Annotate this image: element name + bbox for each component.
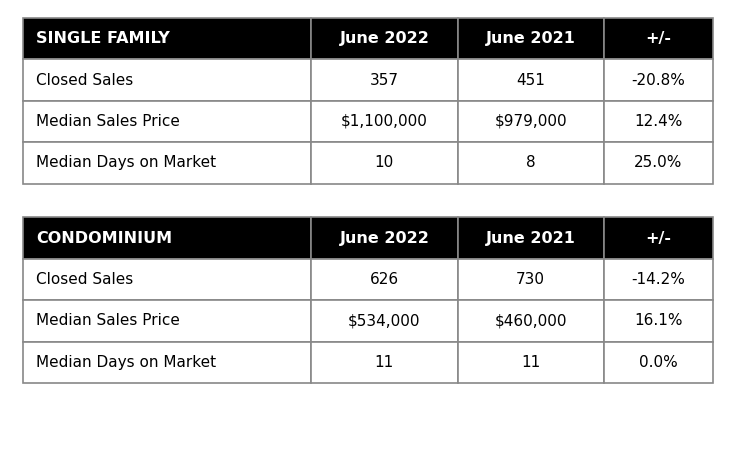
Text: SINGLE FAMILY: SINGLE FAMILY (36, 31, 170, 46)
Bar (311, 300, 458, 342)
Text: Median Sales Price: Median Sales Price (36, 114, 180, 129)
Text: 0.0%: 0.0% (639, 355, 677, 370)
Bar (22, 59, 311, 101)
Bar (311, 59, 458, 101)
Text: Closed Sales: Closed Sales (36, 272, 134, 287)
Text: 11: 11 (375, 355, 394, 370)
Bar (22, 18, 311, 59)
Bar (22, 300, 311, 342)
Bar (311, 342, 458, 383)
Text: 357: 357 (370, 72, 399, 88)
Text: $979,000: $979,000 (494, 114, 567, 129)
Text: 730: 730 (516, 272, 545, 287)
Bar (311, 217, 458, 259)
Text: +/-: +/- (645, 31, 671, 46)
Text: 451: 451 (516, 72, 545, 88)
Bar (458, 259, 604, 300)
Bar (458, 18, 604, 59)
Text: Median Days on Market: Median Days on Market (36, 355, 216, 370)
Bar (311, 259, 458, 300)
Bar (311, 101, 458, 142)
Bar (604, 300, 712, 342)
Text: June 2022: June 2022 (340, 230, 429, 246)
Bar (604, 101, 712, 142)
Bar (604, 59, 712, 101)
Bar (311, 142, 458, 184)
Text: +/-: +/- (645, 230, 671, 246)
Text: $460,000: $460,000 (494, 313, 567, 328)
Bar (22, 217, 311, 259)
Bar (311, 18, 458, 59)
Text: June 2022: June 2022 (340, 31, 429, 46)
Text: June 2021: June 2021 (486, 31, 575, 46)
Text: $534,000: $534,000 (348, 313, 421, 328)
Bar (458, 217, 604, 259)
Text: CONDOMINIUM: CONDOMINIUM (36, 230, 172, 246)
Bar (604, 259, 712, 300)
Text: -20.8%: -20.8% (632, 72, 685, 88)
Text: 25.0%: 25.0% (634, 155, 682, 171)
Text: Closed Sales: Closed Sales (36, 72, 134, 88)
Text: June 2021: June 2021 (486, 230, 575, 246)
Bar (22, 101, 311, 142)
Bar (458, 101, 604, 142)
Bar (458, 59, 604, 101)
Bar (604, 342, 712, 383)
Text: Median Sales Price: Median Sales Price (36, 313, 180, 328)
Text: $1,100,000: $1,100,000 (341, 114, 427, 129)
Text: 626: 626 (370, 272, 399, 287)
Text: -14.2%: -14.2% (632, 272, 685, 287)
Bar (22, 142, 311, 184)
Text: Median Days on Market: Median Days on Market (36, 155, 216, 171)
Bar (22, 259, 311, 300)
Text: 11: 11 (521, 355, 540, 370)
Bar (458, 300, 604, 342)
Bar (458, 342, 604, 383)
Text: 16.1%: 16.1% (634, 313, 682, 328)
Text: 10: 10 (375, 155, 394, 171)
Text: 12.4%: 12.4% (634, 114, 682, 129)
Bar (604, 18, 712, 59)
Bar (458, 142, 604, 184)
Text: 8: 8 (526, 155, 536, 171)
Bar (604, 217, 712, 259)
Bar (22, 342, 311, 383)
Bar (604, 142, 712, 184)
